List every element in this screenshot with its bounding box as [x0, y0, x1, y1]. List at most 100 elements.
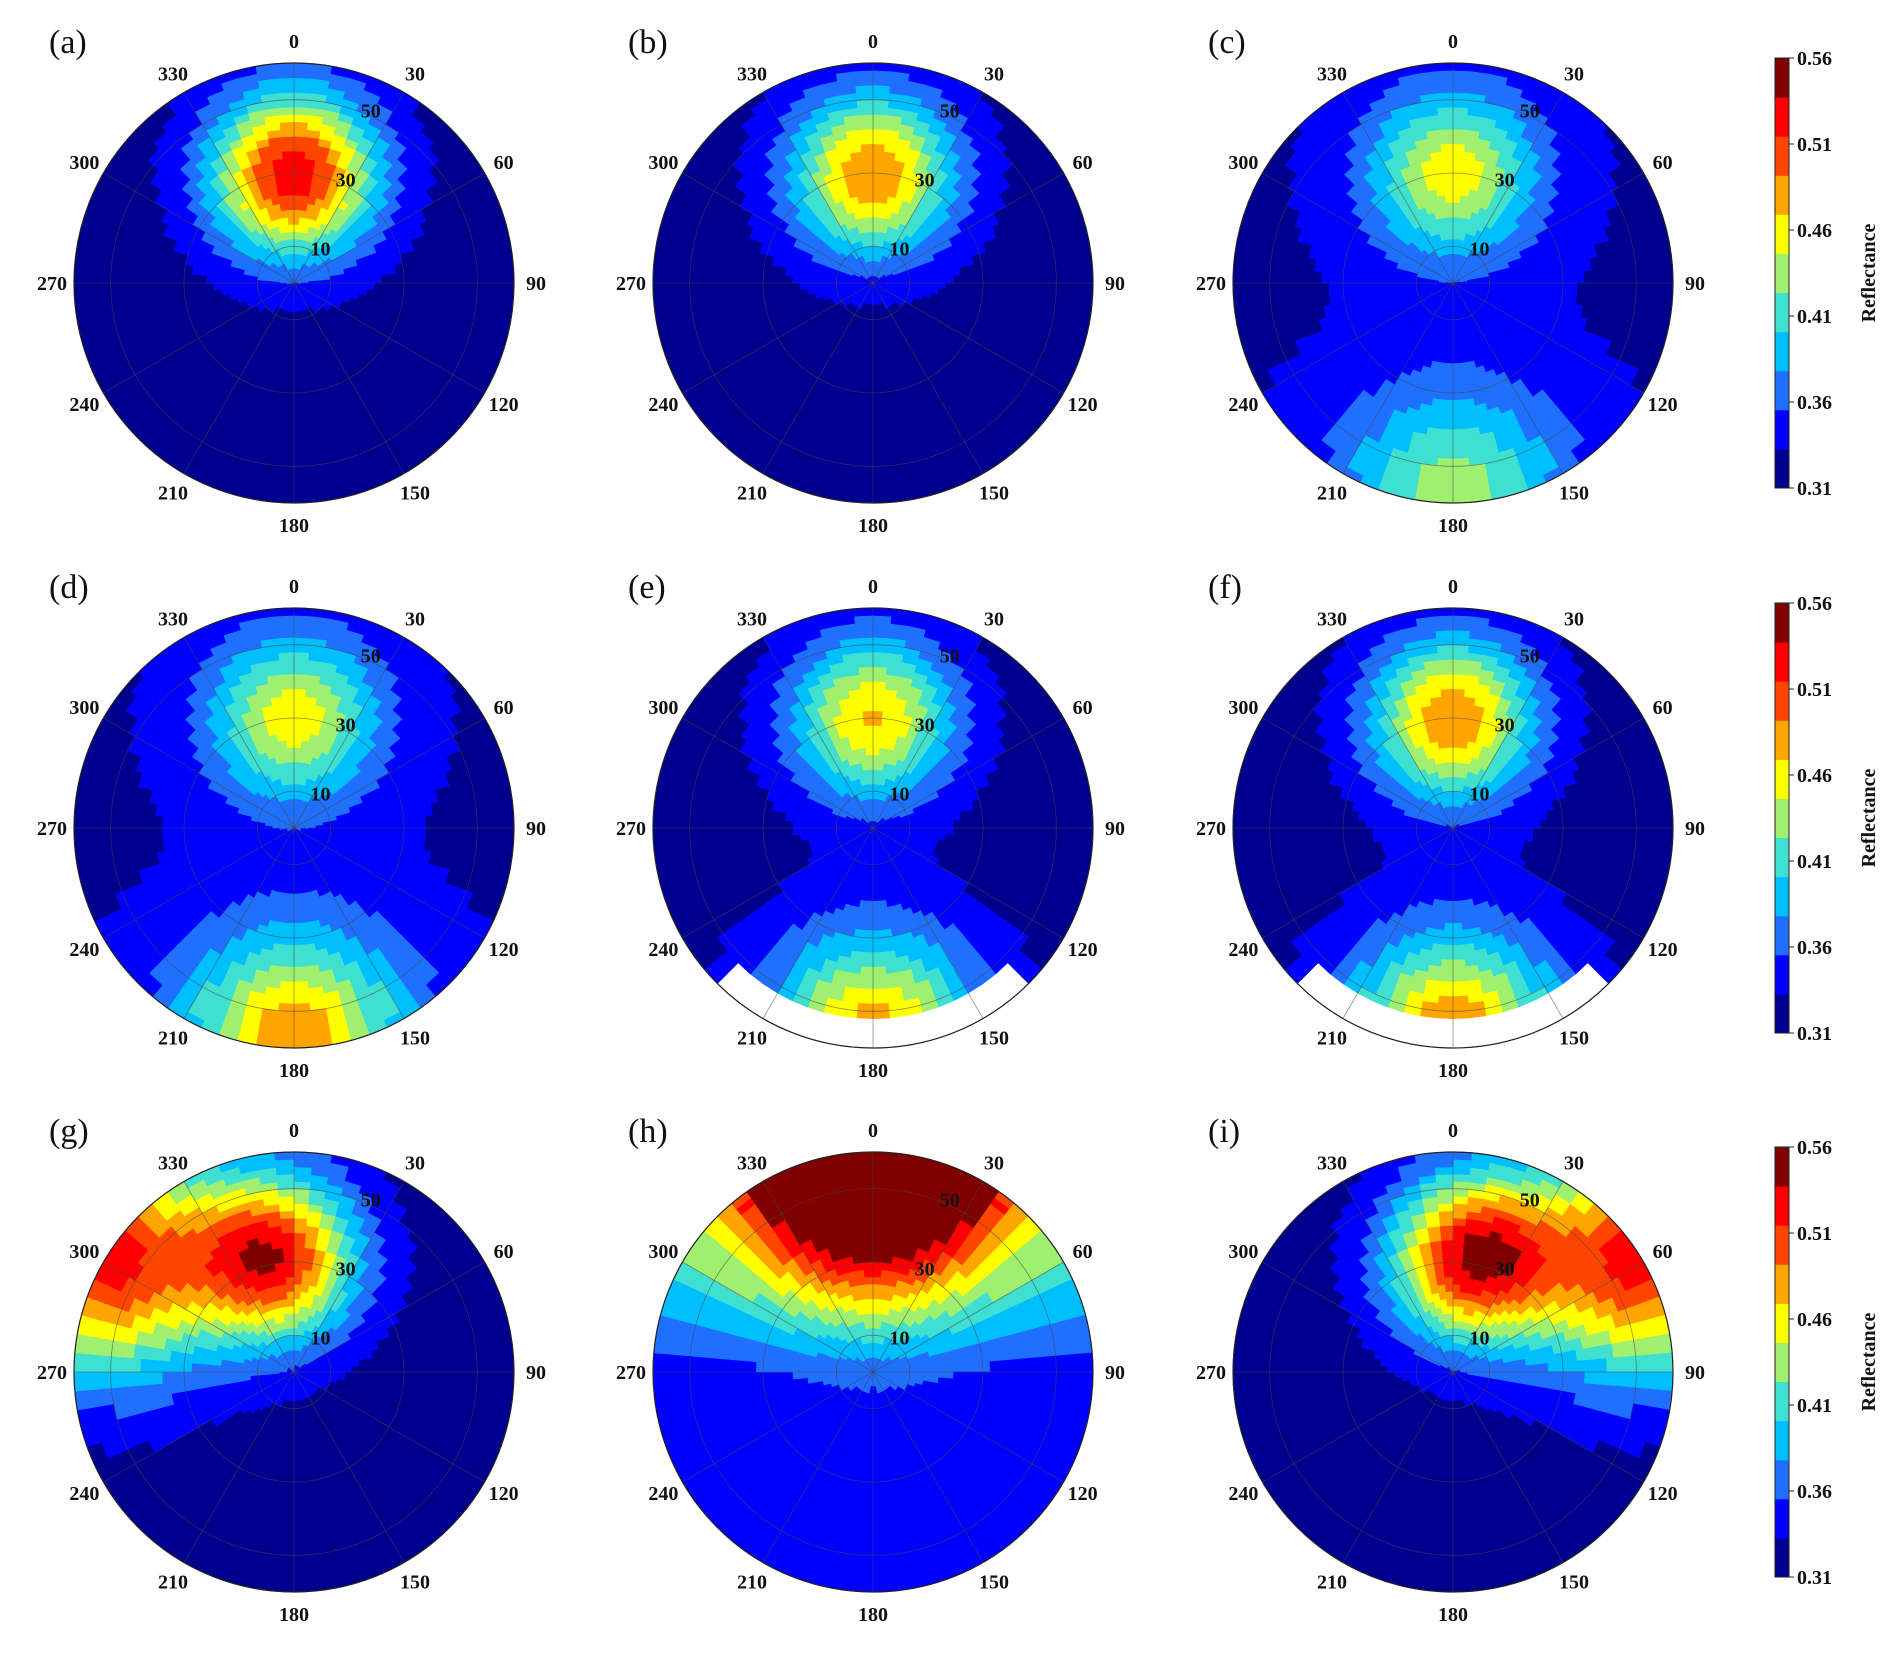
reflectance-cell [857, 450, 874, 460]
reflectance-cell [282, 406, 295, 416]
reflectance-cell [1077, 282, 1087, 302]
zenith-tick-label: 30 [336, 170, 356, 192]
reflectance-cell [856, 465, 874, 475]
reflectance-cell [777, 290, 787, 300]
reflectance-cell [483, 282, 493, 301]
reflectance-cell [220, 276, 229, 284]
reflectance-cell [1452, 326, 1458, 335]
azimuth-tick-label: 330 [737, 63, 767, 85]
reflectance-cell [1489, 278, 1498, 284]
reflectance-cell [293, 494, 314, 503]
reflectance-cell [866, 216, 874, 225]
reflectance-cell [872, 121, 888, 130]
reflectance-cell [1033, 282, 1043, 299]
reflectance-cell [784, 282, 793, 292]
reflectance-cell [953, 282, 962, 292]
panel-label: (a) [49, 24, 87, 61]
reflectance-cell [872, 355, 881, 365]
azimuth-tick-label: 120 [489, 394, 519, 416]
panels-layer: 0306090120150180210240270300330103050(a)… [37, 24, 1705, 1626]
reflectance-cell [806, 287, 816, 295]
azimuth-tick-label: 0 [289, 31, 299, 53]
reflectance-cell [747, 271, 757, 284]
reflectance-cell [227, 287, 237, 295]
reflectance-cell [869, 245, 874, 255]
reflectance-cell [293, 113, 310, 123]
reflectance-cell [872, 326, 878, 335]
reflectance-cell [476, 266, 486, 284]
reflectance-cell [132, 282, 141, 298]
reflectance-cell [1062, 265, 1072, 284]
reflectance-cell [872, 348, 880, 357]
reflectance-cell [777, 282, 786, 292]
reflectance-cell [279, 121, 295, 130]
reflectance-cell [359, 282, 368, 290]
reflectance-cell [498, 282, 508, 302]
reflectance-cell [80, 282, 90, 302]
reflectance-cell [1047, 282, 1057, 300]
reflectance-cell [168, 271, 178, 284]
reflectance-cell [959, 266, 969, 276]
azimuth-tick-label: 60 [494, 152, 514, 174]
reflectance-cell [205, 282, 214, 292]
reflectance-cell [879, 354, 888, 364]
reflectance-cell [854, 77, 874, 87]
azimuth-tick-label: 300 [648, 152, 678, 174]
reflectance-cell [857, 443, 874, 453]
reflectance-cell [183, 282, 193, 293]
reflectance-cell [747, 282, 757, 295]
reflectance-cell [703, 282, 713, 299]
reflectance-cell [234, 282, 244, 289]
reflectance-cell [483, 265, 493, 284]
reflectance-cell [659, 264, 669, 284]
reflectance-cell [861, 399, 874, 409]
reflectance-cell [293, 77, 313, 87]
zenith-tick-label: 50 [361, 101, 381, 123]
reflectance-cell [300, 362, 310, 372]
reflectance-cell [161, 282, 171, 295]
reflectance-cell [374, 274, 383, 284]
reflectance-cell [733, 282, 742, 296]
reflectance-cell [930, 271, 940, 279]
reflectance-cell [289, 231, 295, 240]
reflectance-cell [1449, 245, 1454, 255]
reflectance-cell [290, 245, 295, 255]
reflectance-cell [256, 282, 266, 287]
reflectance-cell [395, 273, 405, 284]
reflectance-cell [872, 363, 882, 372]
reflectance-cell [866, 209, 874, 218]
reflectance-cell [864, 187, 874, 196]
azimuth-tick-label: 60 [1073, 152, 1093, 174]
reflectance-cell [872, 77, 892, 87]
reflectance-cell [293, 341, 301, 350]
reflectance-cell [1415, 282, 1425, 287]
reflectance-cell [293, 179, 304, 189]
reflectance-cell [117, 282, 127, 299]
reflectance-cell [293, 457, 311, 467]
reflectance-cell [856, 457, 874, 467]
reflectance-cell [279, 436, 295, 445]
reflectance-cell [287, 209, 295, 218]
reflectance-cell [293, 333, 300, 343]
reflectance-cell [490, 264, 500, 284]
reflectance-cell [293, 428, 308, 438]
reflectance-cell [1448, 231, 1454, 240]
reflectance-cell [439, 269, 449, 284]
reflectance-cell [853, 63, 874, 72]
reflectance-cell [388, 282, 398, 293]
reflectance-cell [277, 91, 295, 101]
reflectance-cell [293, 194, 303, 203]
reflectance-cell [872, 135, 887, 145]
reflectance-cell [468, 266, 478, 284]
reflectance-cell [242, 282, 251, 288]
reflectance-cell [711, 282, 720, 298]
azimuth-tick-label: 30 [405, 63, 425, 85]
reflectance-cell [281, 414, 295, 423]
reflectance-cell [288, 223, 295, 233]
reflectance-cell [1452, 311, 1457, 321]
reflectance-cell [718, 282, 728, 297]
reflectance-cell [696, 282, 706, 299]
reflectance-cell [1481, 279, 1491, 284]
reflectance-cell [777, 274, 786, 284]
